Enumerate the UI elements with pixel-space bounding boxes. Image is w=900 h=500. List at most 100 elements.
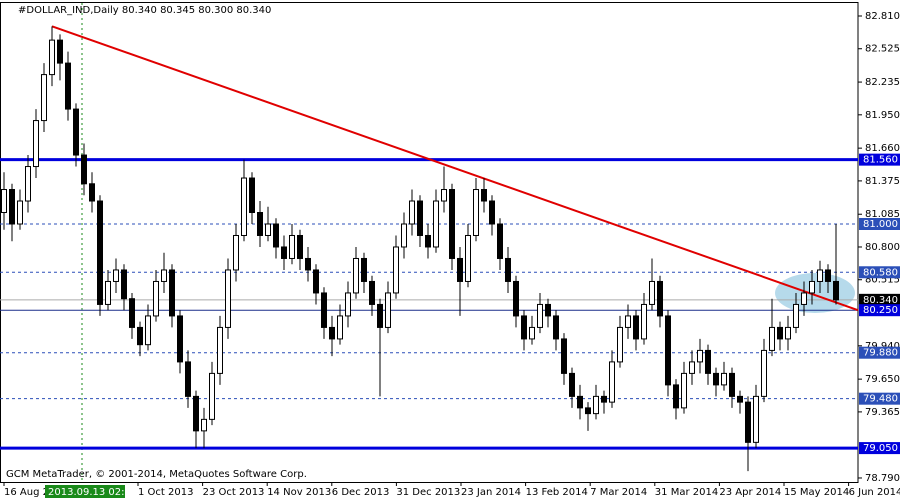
candle-body	[729, 372, 735, 397]
candle-body	[113, 269, 119, 282]
crosshair-label-box	[45, 485, 125, 498]
candle-body	[313, 269, 319, 294]
level-label: 81.000	[863, 219, 898, 230]
level-label-box	[859, 293, 900, 306]
y-tick-label: 80.800	[865, 242, 900, 253]
candle-body	[385, 292, 391, 328]
candle-body	[289, 234, 295, 259]
candle-body	[89, 183, 95, 202]
x-tick-label: 31 Dec 2013	[396, 487, 460, 498]
candle-body	[833, 280, 839, 301]
y-tick-label: 82.235	[865, 77, 900, 88]
candle-body	[209, 372, 215, 420]
candle-body	[705, 349, 711, 374]
x-tick-label: 23 Jan 2014	[461, 487, 521, 498]
y-tick-label: 81.085	[865, 209, 900, 220]
candle-body	[81, 154, 87, 185]
candle-body	[473, 189, 479, 236]
level-label-box	[859, 346, 900, 359]
level-label-box	[859, 266, 900, 279]
x-tick-label: 31 Mar 2014	[655, 487, 718, 498]
candle-body	[145, 315, 151, 346]
candle-body	[521, 315, 527, 340]
candle-body	[697, 349, 703, 363]
candle-body	[665, 315, 671, 386]
candle-body	[57, 39, 63, 64]
candle-body	[137, 326, 143, 346]
candle-body	[753, 395, 759, 443]
y-tick-label: 81.375	[865, 176, 900, 187]
candle-body	[625, 315, 631, 328]
candle-body	[193, 395, 199, 432]
level-label-box	[859, 153, 900, 166]
level-label: 80.580	[863, 267, 898, 278]
candle-body	[601, 395, 607, 403]
y-tick-label: 82.525	[865, 44, 900, 55]
x-tick-label: 23 Apr 2014	[719, 487, 781, 498]
level-label-box	[859, 304, 900, 317]
candle-body	[201, 418, 207, 432]
candle-body	[633, 315, 639, 340]
candle-body	[377, 303, 383, 328]
x-tick-label: 6 Jun 2014	[849, 487, 900, 498]
x-tick-label: 14 Nov 2013	[267, 487, 331, 498]
candle-body	[177, 315, 183, 363]
candle-body	[353, 257, 359, 294]
x-tick-label: 13 Feb 2014	[526, 487, 588, 498]
candle-body	[609, 361, 615, 403]
candle-body	[801, 292, 807, 305]
candle-body	[121, 269, 127, 300]
candle-body	[425, 234, 431, 248]
candle-body	[745, 401, 751, 443]
level-label: 79.050	[863, 443, 898, 454]
x-tick-label: 1 Oct 2013	[138, 487, 193, 498]
candle-body	[777, 326, 783, 340]
candle-body	[817, 269, 823, 282]
candle-body	[689, 361, 695, 374]
candle-body	[41, 74, 47, 122]
x-tick-label: 6 Dec 2013	[332, 487, 390, 498]
candle-body	[825, 269, 831, 282]
level-label: 79.480	[863, 394, 898, 405]
candle-body	[1, 189, 7, 214]
candle-body	[793, 303, 799, 328]
candle-body	[537, 303, 543, 328]
candle-body	[273, 223, 279, 248]
candle-body	[257, 212, 263, 236]
crosshair-label: 2013.09.13 02:00	[48, 487, 137, 498]
candle-body	[249, 177, 255, 214]
candle-body	[465, 234, 471, 282]
candle-body	[185, 361, 191, 397]
candle-body	[457, 257, 463, 282]
candle-body	[529, 326, 535, 340]
candle-body	[441, 189, 447, 202]
candle-body	[305, 257, 311, 271]
candle-body	[593, 395, 599, 415]
candle-body	[217, 326, 223, 374]
candle-body	[761, 349, 767, 397]
candle-body	[673, 384, 679, 409]
candle-body	[361, 257, 367, 282]
trendline	[51, 25, 859, 312]
candle-body	[569, 372, 575, 397]
candle-body	[233, 234, 239, 271]
candle-body	[505, 257, 511, 282]
level-label: 81.560	[863, 155, 898, 166]
candle-body	[617, 326, 623, 363]
candle-body	[657, 280, 663, 317]
candle-body	[25, 166, 31, 202]
candle-body	[769, 326, 775, 351]
candle-body	[329, 326, 335, 340]
candle-body	[785, 326, 791, 340]
candle-body	[345, 292, 351, 317]
y-tick-label: 82.810	[865, 11, 900, 22]
y-tick-label: 79.940	[865, 341, 900, 352]
copyright: GCM MetaTrader, © 2001-2014, MetaQuotes …	[6, 469, 307, 480]
candle-body	[713, 372, 719, 386]
candle-body	[337, 315, 343, 340]
level-label-box	[859, 217, 900, 230]
y-tick-label: 81.950	[865, 110, 900, 121]
plot-frame	[0, 2, 859, 483]
candle-body	[497, 223, 503, 259]
y-tick-label: 80.515	[865, 275, 900, 286]
